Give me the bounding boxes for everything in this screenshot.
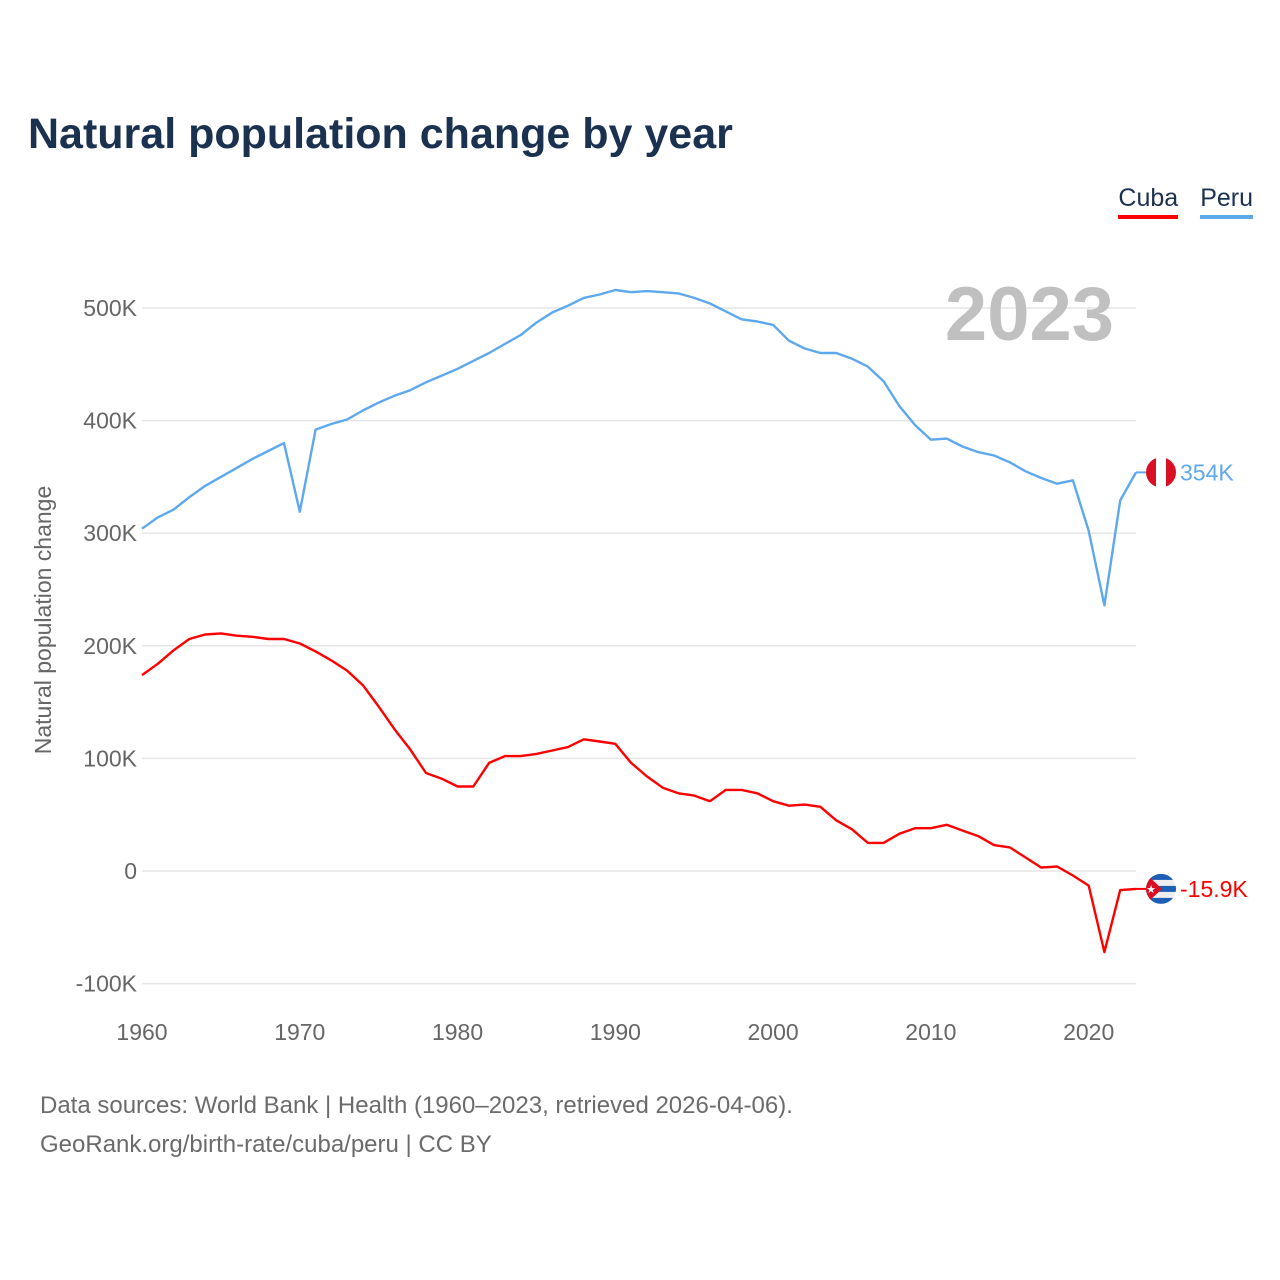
y-tick-label: 400K <box>83 408 137 434</box>
legend-item-peru[interactable]: Peru <box>1200 184 1253 219</box>
y-axis-label: Natural population change <box>30 486 56 755</box>
end-value-label-cuba: -15.9K <box>1180 876 1248 902</box>
y-tick-label: -100K <box>76 971 138 997</box>
peru-flag-icon <box>1146 457 1176 488</box>
x-tick-label: 1980 <box>432 1019 483 1045</box>
legend-item-cuba[interactable]: Cuba <box>1118 184 1179 219</box>
y-tick-label: 100K <box>83 745 137 771</box>
x-tick-label: 1960 <box>116 1019 167 1045</box>
x-tick-label: 1990 <box>590 1019 641 1045</box>
y-tick-label: 0 <box>124 858 137 884</box>
series-line-peru <box>141 288 1138 607</box>
chart-title: Natural population change by year <box>28 110 733 158</box>
x-tick-label: 1970 <box>274 1019 325 1045</box>
year-watermark: 2023 <box>945 272 1114 357</box>
svg-text:★: ★ <box>1146 884 1156 896</box>
y-tick-label: 300K <box>83 520 137 546</box>
y-tick-label: 200K <box>83 633 137 659</box>
footer: Data sources: World Bank | Health (1960–… <box>40 1086 793 1164</box>
x-tick-label: 2000 <box>748 1019 799 1045</box>
cuba-flag-icon: ★ <box>1146 873 1176 904</box>
end-value-label-peru: 354K <box>1180 459 1234 485</box>
y-tick-label: 500K <box>83 295 137 321</box>
data-source-note: Data sources: World Bank | Health (1960–… <box>40 1092 793 1119</box>
x-tick-label: 2010 <box>905 1019 956 1045</box>
series-line-cuba <box>141 632 1137 954</box>
source-link[interactable]: GeoRank.org/birth-rate/cuba/peru | CC BY <box>40 1131 492 1158</box>
x-tick-label: 2020 <box>1063 1019 1114 1045</box>
legend: Cuba Peru <box>1118 184 1253 219</box>
